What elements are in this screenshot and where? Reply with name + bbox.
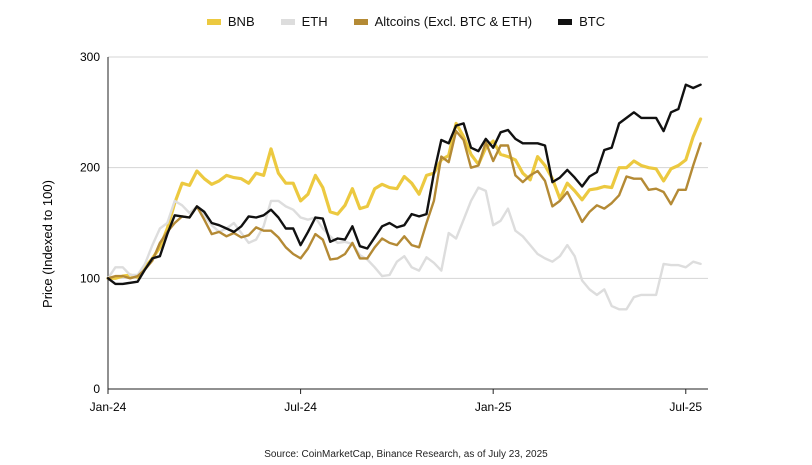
legend-item-altcoins[interactable]: Altcoins (Excl. BTC & ETH)	[354, 14, 532, 29]
altcoins-swatch	[354, 19, 368, 25]
source-note: Source: CoinMarketCap, Binance Research,…	[0, 449, 812, 460]
x-tick-label: Jan-24	[90, 400, 127, 414]
bnb-swatch	[207, 19, 221, 25]
eth-swatch	[281, 19, 295, 25]
line-chart: 0 100 200 300 Jan-24 Jul-24 Jan-25 Jul-25 Price…	[0, 0, 812, 465]
series-line-bnb	[108, 119, 701, 278]
y-tick-label: 300	[80, 50, 100, 64]
y-axis-label: Price (Indexed to 100)	[40, 180, 55, 308]
legend-label-bnb: BNB	[228, 14, 255, 29]
y-tick-label: 0	[93, 382, 100, 396]
x-tick-label: Jul-24	[284, 400, 317, 414]
btc-swatch	[558, 19, 572, 25]
legend-item-btc[interactable]: BTC	[558, 14, 605, 29]
y-tick-label: 200	[80, 161, 100, 175]
legend-label-altcoins: Altcoins (Excl. BTC & ETH)	[375, 14, 532, 29]
legend-label-eth: ETH	[302, 14, 328, 29]
x-tick-label: Jul-25	[669, 400, 702, 414]
legend-item-eth[interactable]: ETH	[281, 14, 328, 29]
x-tick-label: Jan-25	[475, 400, 512, 414]
chart-legend: BNB ETH Altcoins (Excl. BTC & ETH) BTC	[0, 14, 812, 29]
legend-item-bnb[interactable]: BNB	[207, 14, 255, 29]
legend-label-btc: BTC	[579, 14, 605, 29]
y-tick-label: 100	[80, 271, 100, 285]
